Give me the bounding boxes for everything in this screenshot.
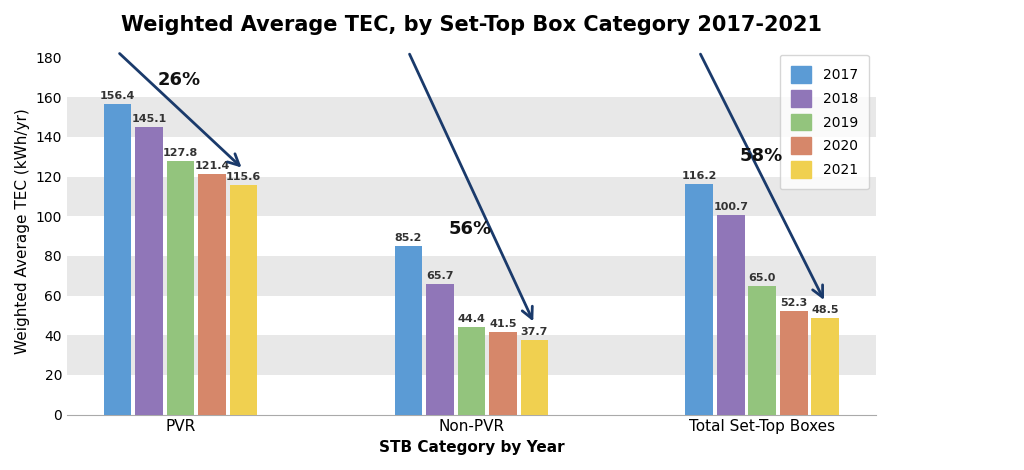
Bar — [394, 246, 422, 415]
Bar — [67, 296, 876, 335]
Bar — [67, 58, 876, 97]
Bar — [489, 332, 517, 415]
Text: 44.4: 44.4 — [458, 313, 485, 323]
Bar — [167, 161, 195, 415]
X-axis label: STB Category by Year: STB Category by Year — [379, 440, 564, 455]
Bar — [67, 177, 876, 216]
Bar — [229, 185, 257, 415]
Bar — [426, 284, 454, 415]
Bar — [520, 340, 548, 415]
Bar — [685, 184, 713, 415]
Text: 121.4: 121.4 — [195, 161, 229, 171]
Text: 41.5: 41.5 — [489, 319, 517, 329]
Legend: 2017, 2018, 2019, 2020, 2021: 2017, 2018, 2019, 2020, 2021 — [779, 55, 869, 189]
Text: 52.3: 52.3 — [780, 298, 807, 308]
Text: 100.7: 100.7 — [714, 202, 749, 212]
Text: 127.8: 127.8 — [163, 148, 199, 158]
Bar — [135, 127, 163, 415]
Text: 58%: 58% — [739, 147, 782, 164]
Text: 156.4: 156.4 — [100, 91, 135, 102]
Text: 116.2: 116.2 — [682, 171, 717, 181]
Text: 65.0: 65.0 — [749, 273, 776, 282]
Bar — [749, 286, 776, 415]
Bar — [811, 318, 839, 415]
Text: 115.6: 115.6 — [226, 172, 261, 182]
Bar — [67, 335, 876, 375]
Bar — [458, 327, 485, 415]
Bar — [67, 375, 876, 415]
Text: 65.7: 65.7 — [426, 271, 454, 282]
Y-axis label: Weighted Average TEC (kWh/yr): Weighted Average TEC (kWh/yr) — [15, 108, 30, 354]
Text: 37.7: 37.7 — [521, 327, 548, 337]
Title: Weighted Average TEC, by Set-Top Box Category 2017-2021: Weighted Average TEC, by Set-Top Box Cat… — [121, 15, 822, 35]
Text: 85.2: 85.2 — [394, 233, 422, 243]
Text: 26%: 26% — [158, 71, 201, 89]
Bar — [67, 137, 876, 177]
Bar — [717, 215, 744, 415]
Bar — [67, 97, 876, 137]
Text: 145.1: 145.1 — [131, 114, 167, 124]
Bar — [103, 104, 131, 415]
Bar — [67, 256, 876, 296]
Text: 56%: 56% — [449, 220, 492, 238]
Text: 48.5: 48.5 — [811, 306, 839, 315]
Bar — [199, 174, 226, 415]
Bar — [67, 216, 876, 256]
Bar — [780, 311, 808, 415]
